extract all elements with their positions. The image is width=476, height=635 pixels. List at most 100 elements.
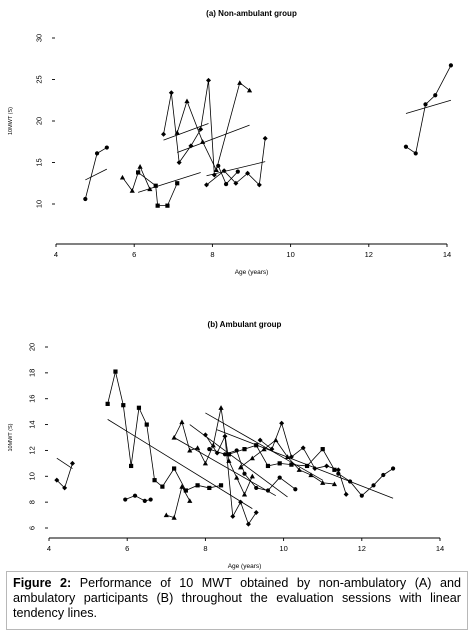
- x-tick-label: 14: [436, 544, 444, 553]
- data-point: [165, 203, 170, 208]
- data-point: [233, 180, 239, 186]
- data-point: [246, 87, 253, 93]
- y-tick-label: 16: [28, 395, 37, 403]
- trend-line: [137, 172, 201, 193]
- data-point: [194, 445, 201, 450]
- data-point: [254, 443, 259, 448]
- x-tick-label: 10: [279, 544, 287, 553]
- data-point: [184, 98, 190, 104]
- data-point: [218, 483, 224, 488]
- data-point: [171, 434, 177, 440]
- trend-line: [163, 123, 209, 141]
- data-point: [195, 483, 200, 488]
- y-tick-label: 12: [28, 446, 37, 454]
- data-point: [304, 463, 310, 469]
- data-point: [332, 467, 337, 472]
- data-point: [129, 463, 134, 469]
- data-point: [237, 464, 244, 470]
- series-line: [205, 434, 257, 526]
- x-tick-label: 12: [358, 544, 366, 553]
- data-point: [83, 196, 88, 202]
- data-point: [202, 460, 208, 466]
- x-tick-label: 8: [210, 250, 214, 259]
- data-point: [381, 472, 386, 478]
- data-point: [152, 478, 157, 483]
- trend-line: [56, 457, 73, 469]
- caption-text: Performance of 10 MWT obtained by non-am…: [13, 576, 462, 620]
- data-point: [153, 183, 158, 188]
- x-tick-label: 6: [132, 250, 136, 259]
- data-point: [142, 498, 147, 503]
- data-point: [218, 405, 224, 410]
- data-point: [242, 447, 247, 452]
- series-line: [405, 65, 452, 155]
- data-point: [136, 405, 142, 410]
- y-tick-label: 20: [35, 117, 44, 125]
- data-point: [198, 126, 204, 132]
- series-line: [125, 495, 151, 502]
- data-point: [254, 485, 259, 491]
- data-point: [123, 497, 128, 502]
- data-point: [288, 454, 294, 460]
- data-point: [343, 491, 349, 497]
- data-point: [249, 455, 255, 461]
- y-tick-label: 8: [28, 500, 37, 504]
- chart-title: (b) Ambulant group: [208, 320, 282, 329]
- data-point: [253, 509, 259, 515]
- data-point: [284, 454, 291, 459]
- x-tick-label: 8: [203, 544, 207, 553]
- data-point: [163, 512, 169, 518]
- x-tick-label: 4: [47, 544, 51, 553]
- data-point: [104, 145, 109, 150]
- data-point: [238, 499, 244, 505]
- data-point: [204, 182, 210, 188]
- data-point: [183, 488, 188, 493]
- data-point: [187, 498, 193, 503]
- data-point: [324, 463, 330, 469]
- trend-line: [173, 437, 276, 497]
- series-line: [137, 172, 178, 207]
- data-point: [237, 80, 243, 85]
- y-axis-label: 10MWT (S): [8, 107, 14, 135]
- data-point: [320, 447, 325, 452]
- data-point: [172, 466, 177, 471]
- y-tick-label: 18: [28, 369, 37, 377]
- data-point: [210, 442, 216, 448]
- data-point: [216, 163, 221, 168]
- figure: (a) Non-ambulant group 4 6 8 10 12 14 Age (year…: [8, 9, 454, 570]
- data-point: [129, 188, 135, 193]
- data-point: [179, 419, 185, 425]
- data-point: [144, 422, 149, 427]
- y-tick-label: 10: [28, 472, 37, 480]
- data-point: [245, 170, 251, 176]
- data-point: [207, 447, 212, 452]
- figure-caption: Figure 2: Performance of 10 MWT obtained…: [6, 571, 468, 630]
- trend-line: [405, 99, 452, 114]
- data-point: [390, 466, 396, 471]
- series-line: [173, 407, 253, 496]
- data-point: [234, 474, 240, 480]
- x-tick-label: 6: [125, 544, 129, 553]
- chart-panel-a: (a) Non-ambulant group 4 6 8 10 12 14 Age (year…: [8, 9, 454, 276]
- data-point: [403, 144, 409, 149]
- data-point: [245, 521, 251, 527]
- data-point: [277, 461, 282, 466]
- series-line: [107, 371, 222, 492]
- data-point: [155, 203, 160, 208]
- data-point: [188, 143, 194, 149]
- chart-title: (a) Non-ambulant group: [206, 9, 297, 18]
- data-point: [347, 479, 353, 484]
- data-point: [277, 475, 282, 480]
- data-point: [205, 77, 211, 83]
- x-axis-label: Age (years): [235, 269, 269, 276]
- trend-line: [107, 419, 253, 509]
- data-point: [308, 472, 314, 478]
- data-point: [320, 480, 326, 485]
- data-point: [148, 497, 153, 502]
- data-point: [176, 160, 182, 165]
- data-point: [223, 181, 229, 187]
- data-point: [296, 467, 302, 472]
- x-tick-label: 12: [365, 250, 373, 259]
- caption-label: Figure 2:: [13, 576, 72, 590]
- data-point: [312, 466, 318, 472]
